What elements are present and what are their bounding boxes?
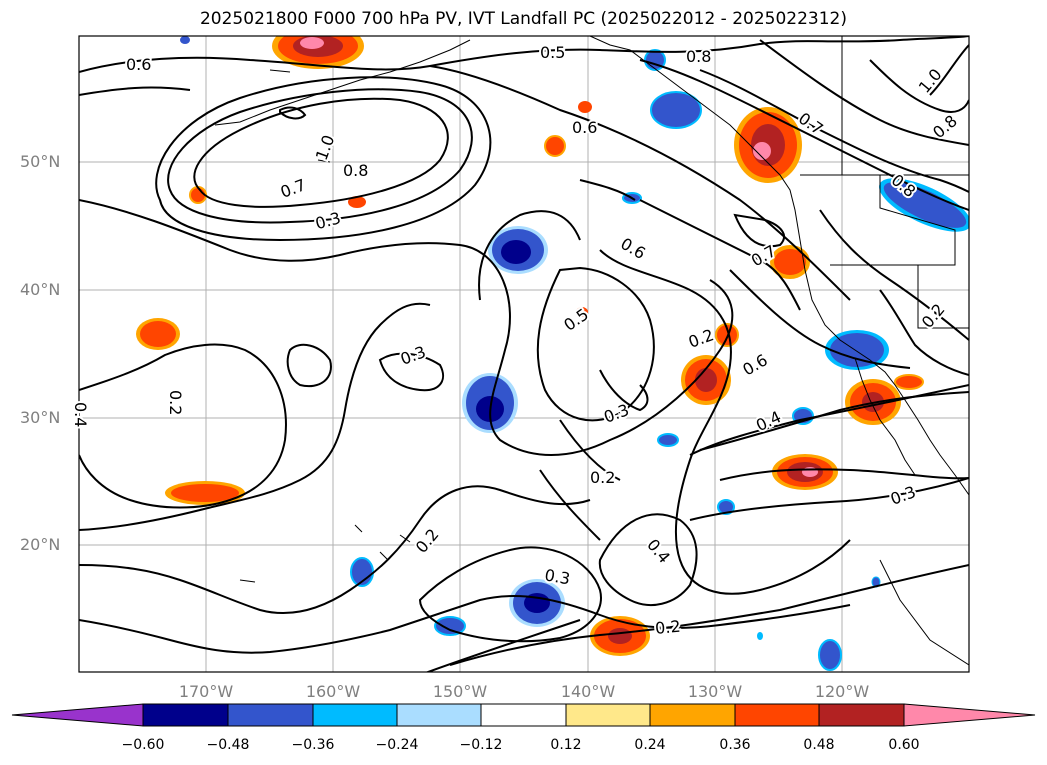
pv-blob-vancouver — [734, 107, 802, 183]
contour-label: 1.0 — [915, 65, 946, 97]
colorbar-tick-label: 0.36 — [719, 737, 751, 753]
colorbar-tick-label: −0.12 — [459, 737, 503, 753]
colorbar-segment — [649, 703, 736, 727]
pv-contours — [79, 36, 969, 672]
pv-fill-blobs — [136, 36, 969, 671]
colorbar-tick-label: −0.60 — [121, 737, 165, 753]
colorbar-tick-label: −0.24 — [375, 737, 419, 753]
contour-label: 0.7 — [278, 175, 308, 202]
lon-tick-label: 120°W — [814, 682, 870, 701]
pv-blob-bc-coast — [650, 91, 702, 129]
pv-blob-small-6 — [576, 307, 588, 317]
contour-label: 0.4 — [643, 535, 674, 567]
colorbar-extend-low — [11, 703, 144, 727]
contour-label: 0.2 — [166, 390, 185, 415]
colorbar-segment — [227, 703, 314, 727]
colorbar-segment — [312, 703, 398, 727]
colorbar-segment — [734, 703, 820, 727]
contour-label: 0.6 — [572, 118, 597, 137]
map-frame — [78, 35, 970, 673]
contour-label: 0.8 — [686, 47, 711, 66]
pv-blob-small-b9 — [757, 632, 763, 640]
pv-blob-small-b6 — [717, 499, 735, 515]
contour-label: 0.3 — [543, 565, 571, 588]
colorbar-segment — [396, 703, 482, 727]
lon-tick-label: 130°W — [687, 682, 743, 701]
map-title: 2025021800 F000 700 hPa PV, IVT Landfall… — [199, 9, 847, 29]
contour-label: 0.6 — [739, 350, 771, 379]
colorbar-segment — [480, 703, 567, 727]
pv-blob-socal — [825, 330, 889, 370]
pv-blob-nw-coast — [879, 178, 969, 232]
pv-blob-small-5 — [715, 323, 739, 347]
pv-blob-subtrop-east — [772, 454, 838, 490]
lon-tick-label: 150°W — [432, 682, 488, 701]
pv-blob-small-b2 — [434, 616, 466, 636]
pv-blob-central-north — [488, 226, 548, 274]
contour-label: 0.6 — [126, 55, 151, 74]
lon-tick-label: 140°W — [560, 682, 616, 701]
pv-blob-west — [136, 318, 180, 350]
contour-label: 0.2 — [590, 468, 615, 487]
contour-label: 0.3 — [313, 208, 343, 233]
colorbar-tick-label: −0.48 — [206, 737, 250, 753]
pv-blob-small-7 — [894, 374, 924, 390]
contour-label: 0.5 — [560, 305, 592, 335]
contour-label: 0.3 — [398, 342, 428, 369]
lon-tick-label: 160°W — [305, 682, 361, 701]
colorbar-segment — [565, 703, 651, 727]
colorbar-segment — [818, 703, 905, 727]
colorbar-extend-high — [903, 703, 1036, 727]
contour-label: 0.3 — [888, 482, 918, 509]
contour-label: 0.4 — [71, 402, 90, 427]
pv-blob-small-2 — [578, 101, 592, 113]
contour-label: 0.8 — [343, 161, 368, 180]
contour-label: 0.2 — [412, 525, 443, 557]
contour-label: 0.2 — [654, 617, 681, 638]
pv-blob-central-south — [509, 579, 565, 627]
gridlines — [79, 36, 969, 672]
pv-blob-calif — [770, 245, 810, 279]
pv-blob-small-1 — [544, 135, 566, 157]
lat-tick-label: 30°N — [20, 408, 61, 427]
colorbar-tick-label: 0.48 — [803, 737, 835, 753]
pv-blob-hawaii-west — [165, 481, 245, 505]
contour-label: 0.6 — [617, 234, 649, 263]
contour-label: 0.2 — [686, 325, 716, 352]
contour-label: 1.0 — [312, 132, 339, 162]
pv-blob-small-b5 — [657, 433, 679, 447]
pv-blob-small-4 — [348, 196, 366, 208]
lat-tick-label: 50°N — [20, 152, 61, 171]
lon-tick-label: 170°W — [178, 682, 234, 701]
colorbar-tick-label: −0.36 — [291, 737, 335, 753]
colorbar-tick-label: 0.12 — [550, 737, 582, 753]
pv-blob-central-mid — [462, 373, 518, 433]
colorbar-tick-label: 0.60 — [888, 737, 920, 753]
colorbar — [11, 703, 1036, 727]
lat-tick-label: 20°N — [20, 535, 61, 554]
pv-blob-baja — [681, 355, 731, 405]
pv-blob-small-b3 — [818, 639, 842, 671]
pv-blob-small-b10 — [180, 36, 190, 44]
lat-tick-label: 40°N — [20, 280, 61, 299]
colorbar-tick-label: 0.24 — [634, 737, 666, 753]
colorbar-segment — [142, 703, 229, 727]
pv-blob-alaska — [272, 36, 364, 69]
contour-label: 0.5 — [540, 43, 565, 62]
contour-label: 0.2 — [918, 300, 949, 332]
